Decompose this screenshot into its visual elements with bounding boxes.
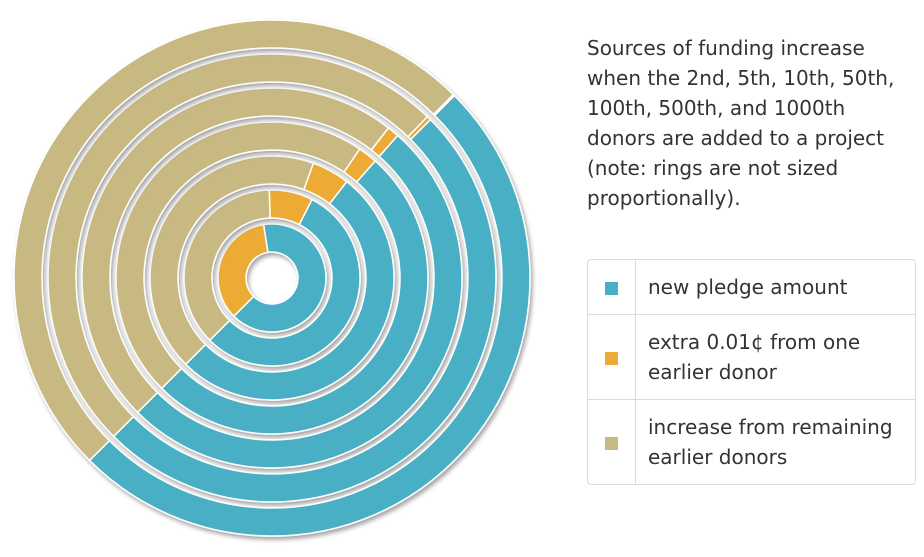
legend-row-new-pledge: new pledge amount bbox=[588, 260, 915, 314]
ring-7 bbox=[13, 19, 531, 537]
ring-5-slice bbox=[136, 134, 463, 469]
ring-6 bbox=[47, 53, 497, 503]
legend-row-remaining-donors: increase from remaining earlier donors bbox=[588, 399, 915, 484]
ring-5 bbox=[81, 87, 463, 469]
legend-table: new pledge amount extra 0.01¢ from one e… bbox=[587, 259, 916, 485]
ring-1-slice bbox=[232, 223, 327, 333]
ring-3 bbox=[149, 155, 395, 401]
ring-5-slice bbox=[81, 87, 390, 414]
ring-4-slice bbox=[160, 159, 429, 435]
ring-2 bbox=[183, 189, 361, 367]
legend-row-extra-cent: extra 0.01¢ from one earlier donor bbox=[588, 314, 915, 399]
legend-swatch-new-pledge bbox=[605, 282, 618, 295]
ring-4-slice bbox=[115, 121, 361, 390]
ring-2-slice bbox=[183, 189, 271, 342]
legend-label-extra-cent: extra 0.01¢ from one earlier donor bbox=[636, 314, 915, 399]
ring-4 bbox=[115, 121, 429, 435]
ring-3-slice bbox=[149, 155, 315, 366]
ring-7-slice bbox=[13, 19, 455, 462]
ring-2-slice bbox=[208, 198, 361, 367]
legend-label-remaining-donors: increase from remaining earlier donors bbox=[636, 399, 915, 484]
legend-swatch-extra-cent bbox=[605, 352, 618, 365]
ring-6-slice bbox=[47, 53, 429, 438]
legend-swatch-remaining-donors bbox=[605, 437, 618, 450]
legend-label-new-pledge: new pledge amount bbox=[648, 275, 848, 299]
ring-1-slice bbox=[217, 223, 269, 318]
concentric-ring-chart bbox=[13, 19, 531, 537]
chart-caption: Sources of funding increase when the 2nd… bbox=[587, 36, 895, 210]
ring-3-slice bbox=[184, 180, 395, 401]
ring-1 bbox=[217, 223, 327, 333]
